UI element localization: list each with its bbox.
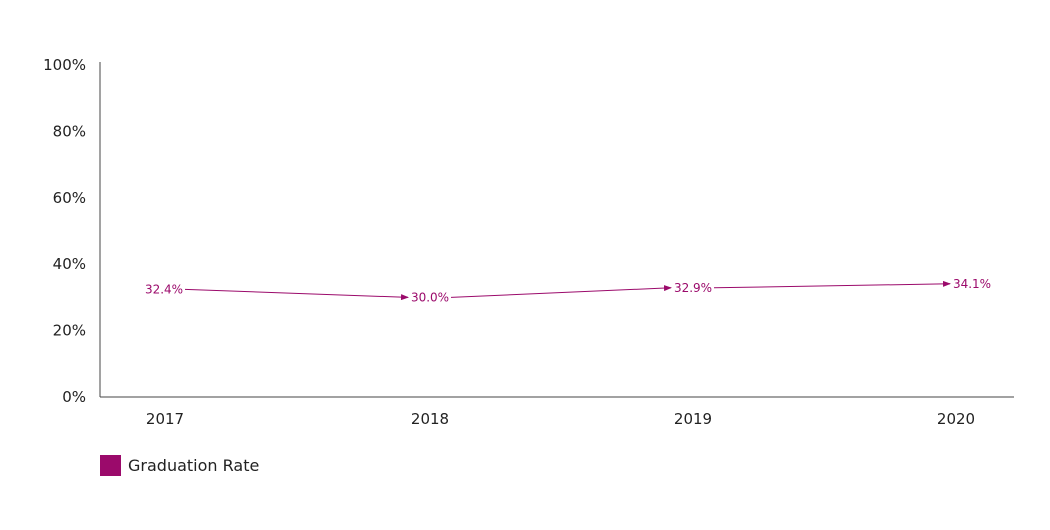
x-axis-ticks: 2017 2018 2019 2020: [146, 410, 975, 428]
data-label: 32.4%: [145, 282, 183, 296]
legend-label: Graduation Rate: [128, 456, 260, 475]
series-layer: [184, 280, 951, 301]
y-tick-label: 40%: [53, 255, 86, 273]
y-tick-label: 80%: [53, 122, 86, 140]
y-tick-label: 60%: [53, 189, 86, 207]
y-tick-label: 0%: [62, 388, 86, 406]
series-line-segment: [184, 288, 409, 301]
x-tick-label: 2018: [411, 410, 449, 428]
x-tick-label: 2020: [937, 410, 975, 428]
data-label: 34.1%: [953, 277, 991, 291]
legend: Graduation Rate: [100, 455, 259, 476]
series-line-segment: [713, 280, 951, 289]
series-line-segment: [450, 285, 672, 298]
chart-axes: [99, 62, 1014, 398]
data-label: 32.9%: [674, 281, 712, 295]
legend-swatch: [100, 455, 121, 476]
data-labels: 32.4% 30.0% 32.9% 34.1%: [145, 277, 991, 305]
x-tick-label: 2019: [674, 410, 712, 428]
data-label: 30.0%: [411, 290, 449, 304]
y-tick-label: 100%: [43, 56, 86, 74]
y-tick-label: 20%: [53, 322, 86, 340]
x-tick-label: 2017: [146, 410, 184, 428]
y-axis-ticks: 0% 20% 40% 60% 80% 100%: [43, 56, 86, 406]
